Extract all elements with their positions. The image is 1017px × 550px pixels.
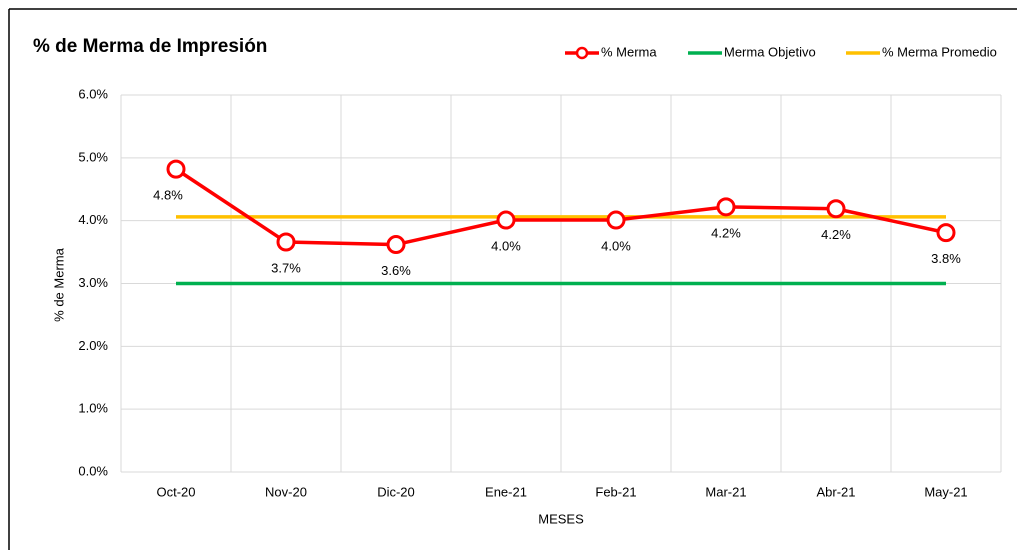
data-point [496,210,516,230]
x-tick-label: May-21 [924,484,967,499]
y-tick-label: 1.0% [78,401,108,416]
data-label: 3.8% [931,251,961,266]
data-label: 4.0% [491,238,521,253]
data-label: 4.2% [711,225,741,240]
x-tick-label: Abr-21 [816,484,855,499]
y-tick-label: 5.0% [78,149,108,164]
legend-label: Merma Objetivo [724,44,816,59]
data-point [826,199,846,219]
x-tick-label: Dic-20 [377,484,415,499]
series-line [175,167,947,247]
x-tick-label: Mar-21 [705,484,746,499]
data-point [166,159,186,179]
y-tick-label: 3.0% [78,275,108,290]
y-axis-title: % de Merma [51,247,66,321]
data-label: 4.2% [821,227,851,242]
data-label: 4.8% [153,188,183,203]
y-tick-label: 4.0% [78,212,108,227]
y-tick-label: 0.0% [78,463,108,478]
x-tick-label: Ene-21 [485,484,527,499]
data-point [606,210,626,230]
x-tick-label: Oct-20 [156,484,195,499]
y-tick-label: 2.0% [78,338,108,353]
data-point [716,197,736,217]
x-tick-label: Feb-21 [595,484,636,499]
legend-label: % Merma Promedio [882,44,997,59]
data-point [386,235,406,255]
chart-title: % de Merma de Impresión [33,36,267,57]
legend-marker [575,46,589,60]
data-point [936,223,956,243]
data-label: 3.6% [381,263,411,278]
data-label: 4.0% [601,238,631,253]
y-tick-label: 6.0% [78,86,108,101]
x-tick-label: Nov-20 [265,484,307,499]
legend-label: % Merma [601,44,657,59]
x-axis-title: MESES [538,511,584,526]
data-point [276,232,296,252]
data-label: 3.7% [271,260,301,275]
